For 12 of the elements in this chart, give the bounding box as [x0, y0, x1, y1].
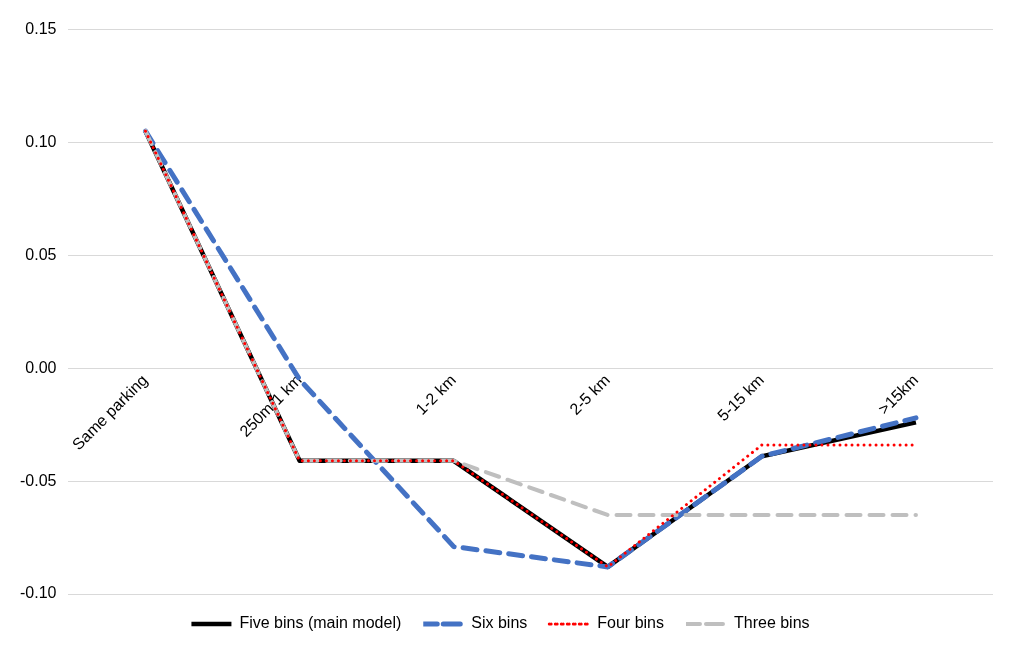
legend-label: Six bins	[471, 614, 528, 632]
y-tick-label: 0.05	[25, 245, 57, 263]
legend-label: Three bins	[733, 614, 810, 632]
legend-label: Four bins	[597, 614, 664, 632]
x-tick-label: 2-5 km	[566, 371, 614, 418]
y-tick-label: 0.15	[25, 20, 57, 38]
legend-label: Five bins (main model)	[239, 614, 402, 632]
y-tick-label: -0.10	[20, 584, 57, 602]
y-tick-label: 0.10	[25, 132, 57, 150]
y-tick-label: -0.05	[20, 471, 57, 489]
y-tick-label: 0.00	[25, 358, 57, 376]
x-tick-label: 1-2 km	[412, 371, 459, 418]
